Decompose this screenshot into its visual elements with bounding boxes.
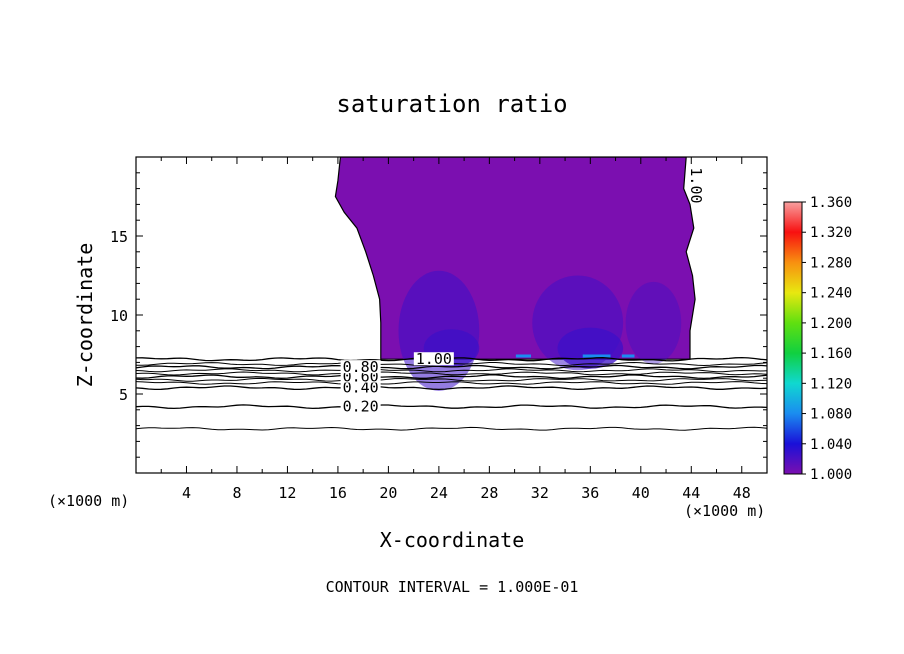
- x-unit-label-right: (×1000 m): [684, 502, 765, 520]
- contour-label: 0.40: [343, 379, 379, 397]
- saturation-peak: [621, 354, 635, 358]
- plot-area: 0.200.400.600.80 1.001.00: [136, 157, 767, 431]
- contour-line: [136, 385, 767, 391]
- x-tick-label: 4: [182, 484, 191, 502]
- saturation-structure: [625, 281, 682, 364]
- colorbar-tick-label: 1.040: [810, 437, 852, 453]
- x-tick-label: 44: [682, 484, 700, 502]
- colorbar-tick-label: 1.200: [810, 316, 852, 332]
- contour-line: [136, 364, 767, 370]
- contour-label-bg: [340, 399, 381, 413]
- contour-line: [136, 377, 767, 382]
- x-axis-label: X-coordinate: [380, 528, 525, 552]
- y-tick-label: 5: [119, 386, 128, 404]
- contour-line: [136, 404, 767, 410]
- contour-label-bg: [413, 352, 454, 366]
- colorbar-scale: [783, 201, 803, 475]
- x-tick-label: 16: [329, 484, 347, 502]
- saturation-peak: [515, 354, 532, 358]
- contour-label: 0.80: [343, 358, 379, 376]
- y-axis-label: Z-coordinate: [73, 243, 97, 388]
- contour-line: [136, 426, 767, 431]
- contour-line: [136, 368, 767, 373]
- x-tick-label: 12: [278, 484, 296, 502]
- saturation-peak: [582, 354, 611, 358]
- colorbar-tick-label: 1.240: [810, 286, 852, 302]
- y-tick-label: 15: [110, 228, 128, 246]
- x-tick-label: 36: [581, 484, 599, 502]
- colorbar-tick-label: 1.360: [810, 195, 852, 211]
- x-tick-label: 24: [430, 484, 448, 502]
- colorbar-tick-label: 1.000: [810, 467, 852, 483]
- x-tick-label: 48: [733, 484, 751, 502]
- colorbar-tick-label: 1.120: [810, 376, 852, 392]
- x-tick-label: 8: [232, 484, 241, 502]
- colorbar-tick-label: 1.280: [810, 255, 852, 271]
- contour-label: 1.00: [687, 167, 705, 203]
- x-unit-label-left: (×1000 m): [48, 492, 129, 510]
- colorbar-tick-label: 1.160: [810, 346, 852, 362]
- x-tick-label: 32: [531, 484, 549, 502]
- y-tick-label: 10: [110, 307, 128, 325]
- contour-line: [136, 374, 767, 380]
- x-tick-label: 40: [632, 484, 650, 502]
- saturation-structure: [557, 327, 624, 369]
- contour-interval-footer: CONTOUR INTERVAL = 1.000E-01: [326, 578, 579, 596]
- contour-label-bg: [340, 360, 381, 374]
- chart-title: saturation ratio: [336, 90, 567, 118]
- x-tick-label: 28: [480, 484, 498, 502]
- colorbar: 1.000 1.040 1.080 1.120 1.160 1.200 1.240 1.280…: [783, 195, 852, 483]
- contour-line: [136, 381, 767, 385]
- colorbar-tick-label: 1.080: [810, 407, 852, 423]
- contour-line: [136, 371, 767, 376]
- contour-label: 0.20: [343, 398, 379, 416]
- contour-label-bg: [340, 380, 381, 394]
- x-tick-label: 20: [379, 484, 397, 502]
- contour-label: 1.00: [416, 350, 452, 368]
- colorbar-tick-label: 1.320: [810, 225, 852, 241]
